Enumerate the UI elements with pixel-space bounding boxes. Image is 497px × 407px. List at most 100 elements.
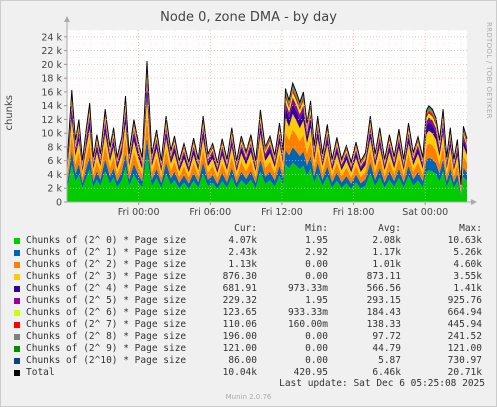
legend-min: 1.95 — [305, 235, 328, 246]
x-tick-label: Fri 06:00 — [189, 207, 231, 218]
legend-row: Chunks of (2^ 7) * Page size 110.06 160.00… — [14, 319, 489, 331]
y-tick-label: 22 k — [41, 46, 62, 57]
x-tick-label: Fri 12:00 — [261, 207, 303, 218]
last-update: Last update: Sat Dec 6 05:25:08 2025 — [279, 378, 485, 389]
legend-max: 20.71k — [447, 367, 482, 378]
legend-cur: 2.43k — [228, 247, 257, 258]
legend-row: Chunks of (2^ 2) * Page size 1.13k 0.00 1.0… — [14, 259, 489, 271]
legend-cur: 4.07k — [228, 235, 257, 246]
legend-row: Chunks of (2^ 5) * Page size 229.32 1.95 29… — [14, 295, 489, 307]
legend-row: Chunks of (2^ 8) * Page size 196.00 0.00 97… — [14, 331, 489, 343]
legend-avg: 184.43 — [366, 307, 401, 318]
legend-min: 973.33m — [287, 283, 328, 294]
legend-avg: 293.15 — [366, 295, 401, 306]
legend: Cur: Min: Avg: Max: Chunks of (2^ 0) * P… — [14, 223, 489, 379]
y-tick-label: 8 k — [47, 142, 62, 153]
legend-row: Chunks of (2^ 9) * Page size 121.00 0.00 44… — [14, 343, 489, 355]
legend-cur: 10.04k — [222, 367, 257, 378]
legend-row: Chunks of (2^ 4) * Page size 681.91 973.33… — [14, 283, 489, 295]
legend-max: 1.41k — [453, 283, 482, 294]
legend-cur: 196.00 — [222, 331, 257, 342]
legend-row: Total 10.04k 420.95 6.46k 20.71k — [14, 367, 489, 379]
legend-swatch — [14, 238, 20, 244]
legend-header-cur: Cur: — [234, 223, 257, 234]
legend-avg: 97.72 — [372, 331, 401, 342]
y-tick-label: 12 k — [41, 115, 62, 126]
legend-max: 3.55k — [453, 271, 482, 282]
total-line — [66, 60, 468, 185]
legend-header-row: Cur: Min: Avg: Max: — [14, 223, 489, 235]
legend-avg: 6.46k — [372, 367, 401, 378]
x-tick-label: Sat 00:00 — [402, 207, 448, 218]
y-tick-label: 10 k — [41, 129, 62, 140]
legend-cur: 86.00 — [228, 355, 257, 366]
legend-cur: 876.30 — [222, 271, 257, 282]
area-band-0 — [67, 155, 467, 202]
y-tick-label: 18 k — [41, 74, 62, 85]
legend-swatch — [14, 298, 20, 304]
legend-max: 4.60k — [453, 259, 482, 270]
legend-row: Chunks of (2^ 0) * Page size 4.07k 1.95 2.0… — [14, 235, 489, 247]
legend-avg: 2.08k — [372, 235, 401, 246]
legend-swatch — [14, 262, 20, 268]
legend-max: 121.00 — [447, 343, 482, 354]
legend-min: 0.00 — [305, 331, 328, 342]
legend-avg: 5.87 — [378, 355, 401, 366]
legend-label: Chunks of (2^ 4) * Page size — [26, 283, 187, 294]
legend-min: 0.00 — [305, 259, 328, 270]
legend-header-avg: Avg: — [378, 223, 401, 234]
area-band-1 — [67, 137, 467, 197]
legend-avg: 873.11 — [366, 271, 401, 282]
legend-label: Chunks of (2^ 3) * Page size — [26, 271, 187, 282]
legend-max: 730.97 — [447, 355, 482, 366]
x-tick-label: Fri 18:00 — [333, 207, 375, 218]
legend-header-max: Max: — [459, 223, 482, 234]
legend-label: Chunks of (2^ 1) * Page size — [26, 247, 187, 258]
y-tick-label: 20 k — [41, 60, 62, 71]
legend-max: 664.94 — [447, 307, 482, 318]
rrdtool-credit: RRDTOOL / TOBI OETIKER — [485, 22, 493, 119]
legend-header-min: Min: — [305, 223, 328, 234]
y-axis-label: chunks — [4, 95, 15, 131]
legend-swatch — [14, 310, 20, 316]
legend-row: Chunks of (2^10) * Page size 86.00 0.00 5.8… — [14, 355, 489, 367]
legend-max: 10.63k — [447, 235, 482, 246]
legend-row: Chunks of (2^ 3) * Page size 876.30 0.00 87… — [14, 271, 489, 283]
legend-min: 1.95 — [305, 295, 328, 306]
legend-label: Chunks of (2^ 7) * Page size — [26, 319, 187, 330]
legend-cur: 123.65 — [222, 307, 257, 318]
legend-cur: 681.91 — [222, 283, 257, 294]
legend-swatch — [14, 274, 20, 280]
x-tick-label: Fri 00:00 — [118, 207, 160, 218]
y-tick-label: 6 k — [47, 156, 62, 167]
legend-max: 445.94 — [447, 319, 482, 330]
y-axis-arrow — [64, 16, 70, 22]
legend-cur: 121.00 — [222, 343, 257, 354]
legend-cur: 1.13k — [228, 259, 257, 270]
munin-version: Munin 2.0.76 — [225, 393, 272, 401]
legend-label: Chunks of (2^ 9) * Page size — [26, 343, 187, 354]
x-axis-arrow — [471, 199, 477, 205]
legend-max: 925.76 — [447, 295, 482, 306]
legend-label: Chunks of (2^ 8) * Page size — [26, 331, 187, 342]
legend-min: 2.92 — [305, 247, 328, 258]
legend-swatch — [14, 250, 20, 256]
legend-avg: 44.79 — [372, 343, 401, 354]
y-tick-label: 4 k — [47, 170, 62, 181]
legend-label: Total — [26, 367, 55, 378]
legend-min: 420.95 — [293, 367, 328, 378]
legend-label: Chunks of (2^ 2) * Page size — [26, 259, 187, 270]
legend-avg: 138.33 — [366, 319, 401, 330]
legend-row: Chunks of (2^ 1) * Page size 2.43k 2.92 1.1… — [14, 247, 489, 259]
legend-swatch — [14, 286, 20, 292]
legend-min: 0.00 — [305, 343, 328, 354]
legend-min: 0.00 — [305, 271, 328, 282]
legend-max: 5.26k — [453, 247, 482, 258]
legend-swatch — [14, 346, 20, 352]
legend-max: 241.52 — [447, 331, 482, 342]
legend-min: 0.00 — [305, 355, 328, 366]
y-tick-label: 24 k — [41, 32, 62, 43]
legend-label: Chunks of (2^ 6) * Page size — [26, 307, 187, 318]
legend-cur: 229.32 — [222, 295, 257, 306]
